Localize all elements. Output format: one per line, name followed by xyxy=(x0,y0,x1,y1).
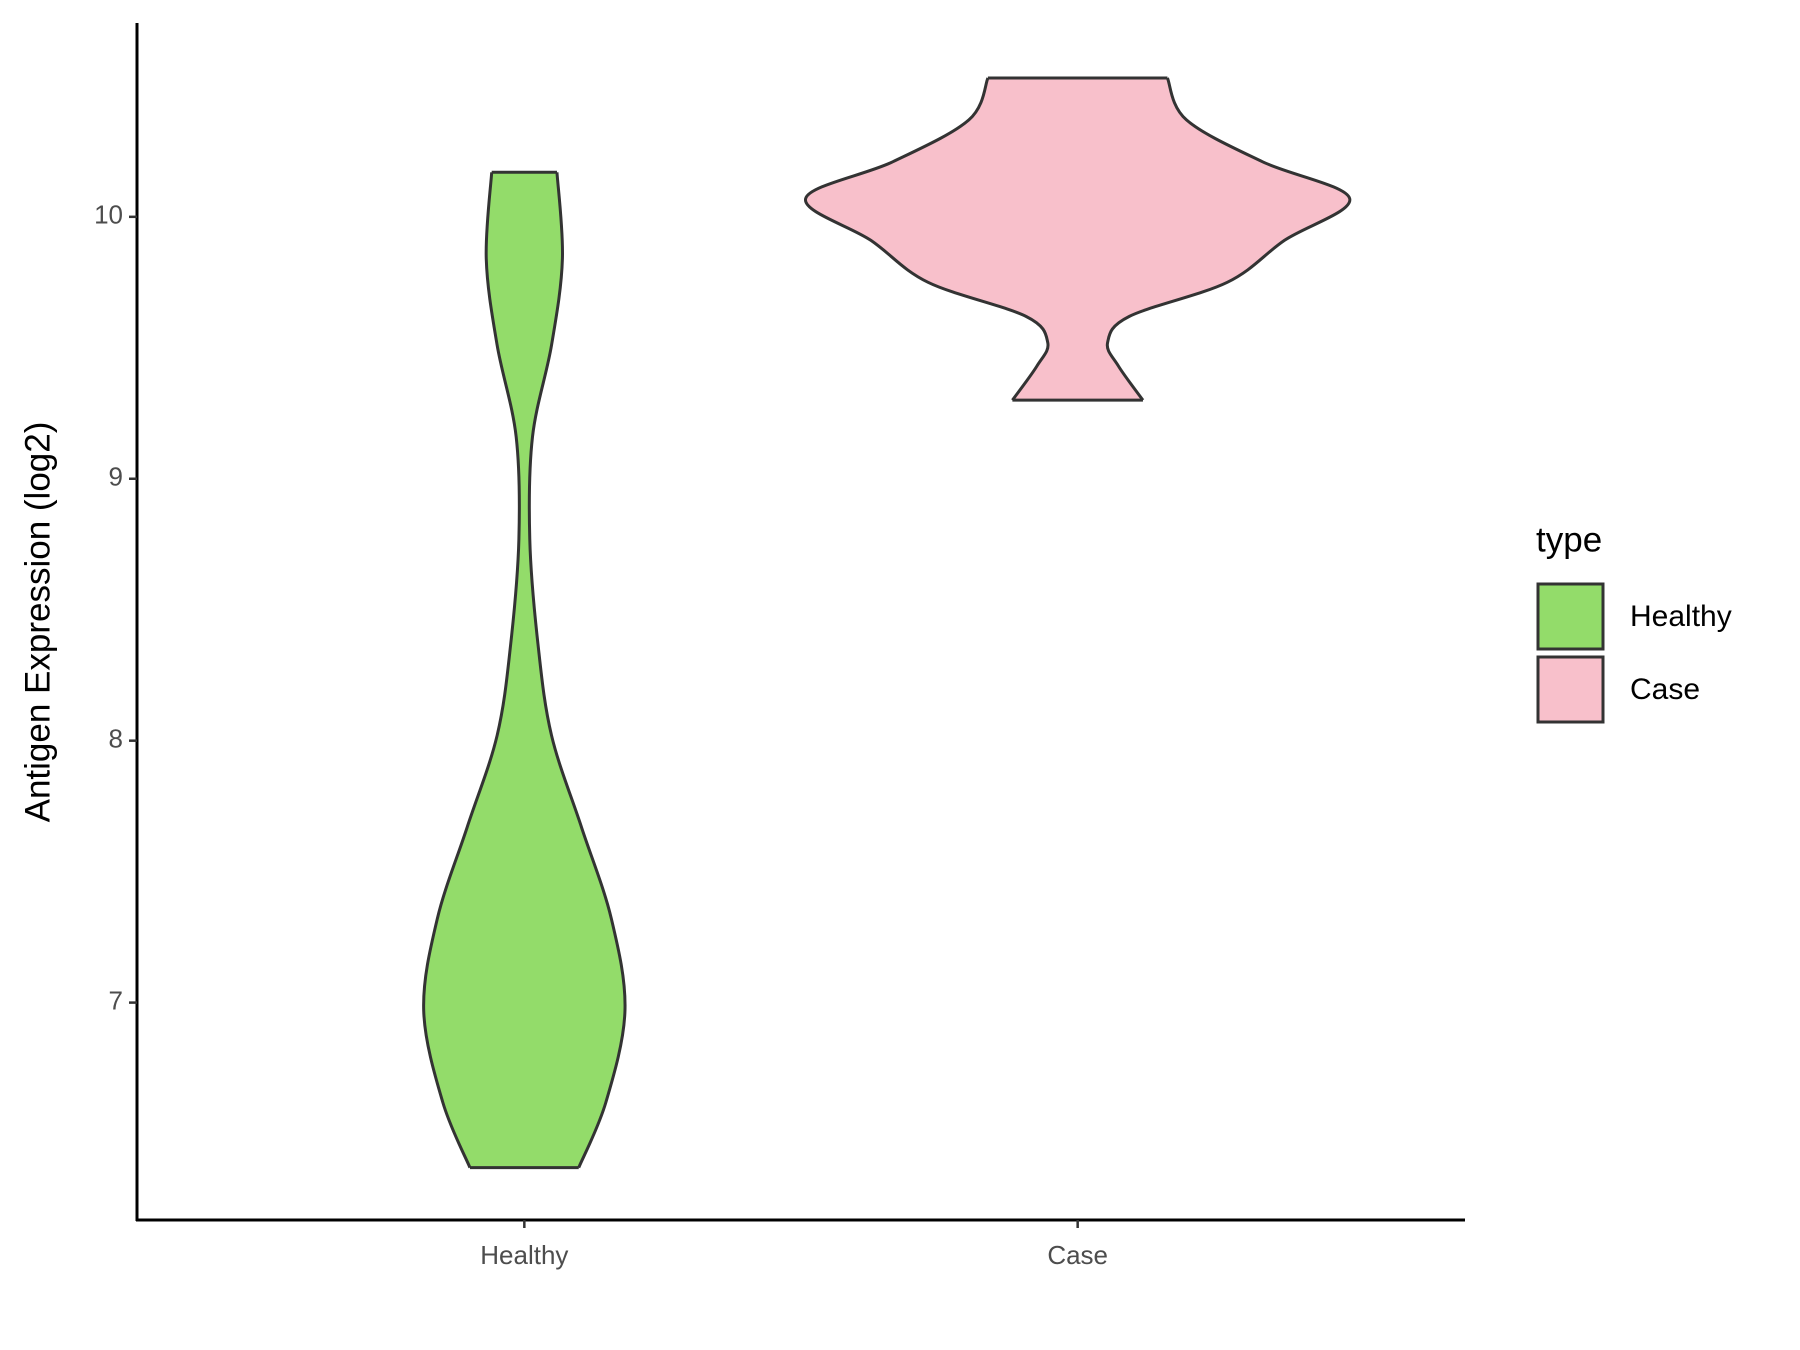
y-tick-label: 7 xyxy=(109,985,123,1015)
y-tick-label: 10 xyxy=(94,200,123,230)
x-tick-label: Case xyxy=(1047,1240,1108,1270)
y-tick-label: 8 xyxy=(109,724,123,754)
violin-left-edge xyxy=(804,77,1050,402)
legend-label: Healthy xyxy=(1630,600,1732,633)
violin-right-edge xyxy=(1105,77,1352,402)
legend-title: type xyxy=(1536,520,1602,559)
violin-body xyxy=(805,78,1350,401)
legend-key xyxy=(1536,655,1605,724)
violin-body xyxy=(423,172,626,1168)
legend-label: Case xyxy=(1630,673,1700,706)
violin-right-edge xyxy=(527,172,627,1169)
x-tick-label: Healthy xyxy=(480,1240,568,1270)
y-axis-title: Antigen Expression (log2) xyxy=(18,422,57,823)
violin-left-edge xyxy=(422,172,521,1169)
y-tick-label: 9 xyxy=(109,462,123,492)
legend-key xyxy=(1536,582,1605,651)
